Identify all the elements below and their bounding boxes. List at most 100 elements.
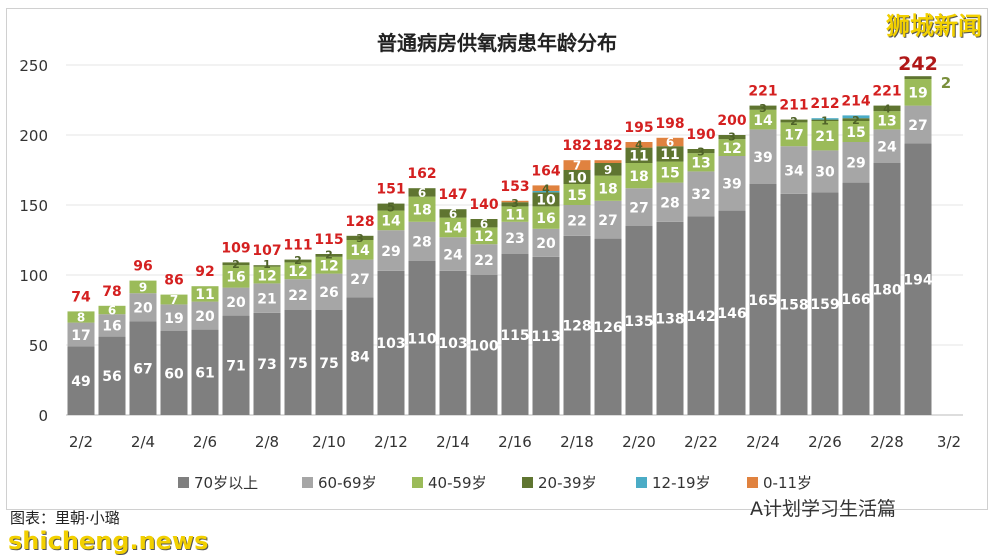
data-label: 3 xyxy=(697,145,705,158)
bar-segment xyxy=(470,227,498,245)
watermark-bottom-left: shicheng.news xyxy=(8,527,209,555)
bar-segment xyxy=(594,163,622,176)
data-label: 28 xyxy=(412,235,431,251)
bar-segment xyxy=(563,205,591,236)
bar-segment xyxy=(67,322,95,347)
bar-segment xyxy=(687,216,715,415)
legend-swatch xyxy=(522,477,533,488)
bar-segment xyxy=(904,105,932,144)
data-label: 115 xyxy=(500,328,529,344)
data-label: 22 xyxy=(288,288,307,304)
bar-segment xyxy=(873,111,901,130)
bar-segment xyxy=(470,219,498,228)
x-tick-label: 2/22 xyxy=(684,433,718,451)
data-label: 9 xyxy=(139,280,147,294)
data-label: 194 xyxy=(903,273,932,289)
data-label: 49 xyxy=(71,374,90,390)
data-label: 29 xyxy=(381,244,400,260)
bar-segment xyxy=(532,185,560,191)
y-tick-label: 150 xyxy=(19,197,48,215)
y-tick-label: 250 xyxy=(19,57,48,75)
data-label: 18 xyxy=(598,182,617,198)
bar-segment xyxy=(408,261,436,415)
data-label: 22 xyxy=(474,253,493,269)
bar-segment xyxy=(656,221,684,415)
y-tick-label: 0 xyxy=(38,407,48,425)
total-label: 78 xyxy=(102,284,121,300)
data-label: 4 xyxy=(635,138,643,151)
chart-title: 普通病房供氧病患年龄分布 xyxy=(377,31,617,55)
data-label: 75 xyxy=(319,356,338,372)
data-label: 1 xyxy=(821,114,829,127)
bar-segment xyxy=(253,265,281,267)
bar-segment xyxy=(749,105,777,110)
data-label: 2 xyxy=(232,258,240,271)
data-label: 67 xyxy=(133,361,152,377)
bar-segment xyxy=(563,235,591,415)
total-label: 182 xyxy=(562,138,591,154)
data-label: 19 xyxy=(164,311,183,327)
bar-segment xyxy=(532,206,560,229)
x-tick-label: 2/2 xyxy=(69,433,93,451)
data-label: 12 xyxy=(722,141,741,157)
bar-segment xyxy=(532,256,560,415)
data-label: 23 xyxy=(505,231,524,247)
data-label: 39 xyxy=(722,177,741,193)
data-label: 26 xyxy=(319,285,338,301)
x-tick-label: 2/28 xyxy=(870,433,904,451)
bar-segment xyxy=(191,301,219,330)
data-label: 10 xyxy=(536,193,556,209)
bar-segment xyxy=(222,265,250,288)
total-label: 221 xyxy=(872,84,901,100)
bar-segment xyxy=(129,321,157,415)
data-label: 2 xyxy=(852,114,860,127)
bar-segment xyxy=(625,163,653,189)
data-label: 73 xyxy=(257,357,276,373)
data-label: 20 xyxy=(536,236,556,252)
data-label: 2 xyxy=(941,74,951,92)
data-label: 146 xyxy=(717,306,746,322)
legend-label: 12-19岁 xyxy=(652,474,711,492)
data-label: 13 xyxy=(877,114,896,130)
y-tick-label: 200 xyxy=(19,127,48,145)
data-label: 30 xyxy=(815,165,835,181)
legend-swatch xyxy=(747,477,758,488)
data-label: 6 xyxy=(480,217,488,231)
data-label: 113 xyxy=(531,329,560,345)
bar-segment xyxy=(811,118,839,120)
data-label: 18 xyxy=(629,169,648,185)
data-label: 15 xyxy=(846,125,865,141)
data-label: 180 xyxy=(872,282,901,298)
bar-segment xyxy=(98,314,126,337)
data-label: 24 xyxy=(877,140,897,156)
total-label: 190 xyxy=(686,127,715,143)
bar-segment xyxy=(780,122,808,147)
data-label: 24 xyxy=(443,247,463,263)
bar-segment xyxy=(315,310,343,415)
bar-segment xyxy=(408,188,436,197)
data-label: 5 xyxy=(387,201,395,215)
bar-segment xyxy=(625,188,653,226)
total-label: 115 xyxy=(314,232,343,248)
total-label: 107 xyxy=(252,243,281,259)
bar-segment xyxy=(873,105,901,112)
legend-swatch xyxy=(412,477,423,488)
legend-swatch xyxy=(636,477,647,488)
bar-segment xyxy=(656,137,684,147)
bar-segment xyxy=(563,160,591,170)
total-label: 151 xyxy=(376,182,405,198)
data-label: 29 xyxy=(846,156,865,172)
bar-segment xyxy=(129,280,157,294)
bar-segment xyxy=(687,153,715,172)
x-tick-label: 3/2 xyxy=(937,433,961,451)
x-tick-label: 2/26 xyxy=(808,433,842,451)
bar-segment xyxy=(129,293,157,322)
data-label: 27 xyxy=(350,272,369,288)
bar-segment xyxy=(780,193,808,415)
bar-segment xyxy=(346,240,374,260)
bar-segment xyxy=(439,217,467,238)
bar-segment xyxy=(501,221,529,254)
data-label: 13 xyxy=(691,156,710,172)
total-label: 211 xyxy=(779,98,808,114)
bar-segment xyxy=(563,184,591,205)
